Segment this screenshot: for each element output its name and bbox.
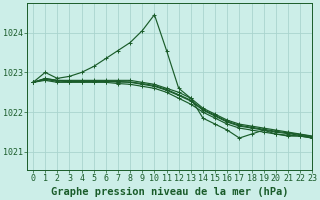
X-axis label: Graphe pression niveau de la mer (hPa): Graphe pression niveau de la mer (hPa) [51,187,288,197]
